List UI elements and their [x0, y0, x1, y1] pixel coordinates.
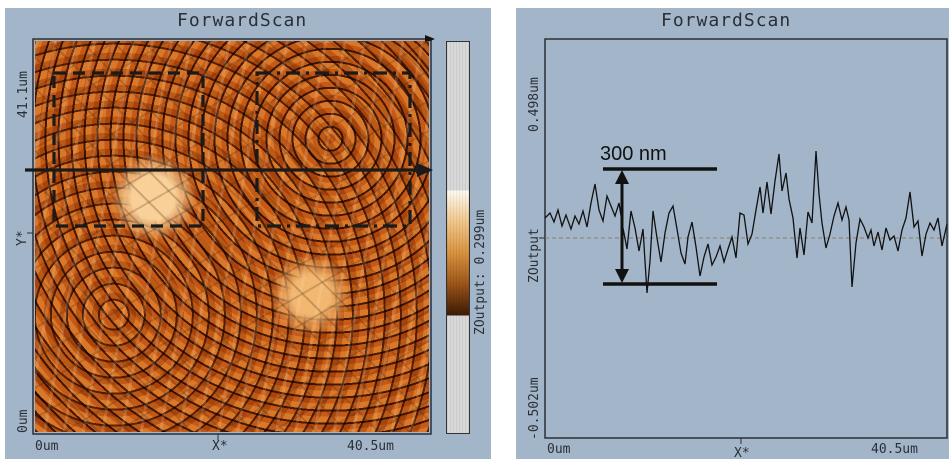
left-panel-title: ForwardScan — [177, 10, 308, 31]
left-y-bottom-label: 0um — [16, 409, 31, 433]
left-x-mid-label: X* — [212, 439, 228, 454]
right-x-right-label: 40.5um — [871, 442, 918, 457]
profile-plot-svg — [539, 38, 948, 444]
scale-annotation-label: 300 nm — [600, 143, 667, 165]
dashdot-region-box — [255, 71, 412, 228]
right-y-top-label: 0.498um — [527, 77, 542, 132]
right-x-mid-label: X* — [734, 446, 750, 461]
profile-panel: ForwardScan 300 nm 0.498um ZOutput -0.50… — [516, 8, 949, 461]
left-y-top-label: 41.1um — [16, 71, 31, 118]
left-x-right-label: 40.5um — [347, 439, 394, 454]
afm-topography-image — [35, 41, 429, 432]
left-x-left-label: 0um — [35, 439, 59, 454]
height-profile-line — [544, 150, 948, 294]
afm-image-panel: ForwardScan 41.1um Y* 0um 0um X* 40.5um … — [5, 8, 491, 459]
arrow-up-icon — [615, 170, 629, 184]
dashed-region-box — [52, 71, 205, 228]
arrow-down-icon — [615, 269, 629, 283]
right-y-bottom-label: -0.502um — [527, 377, 542, 440]
right-panel-title: ForwardScan — [661, 10, 792, 31]
right-y-mid-label: ZOutput — [527, 228, 542, 283]
left-axes-svg — [27, 35, 435, 440]
colorbar-label: ZOutput: 0.299um — [473, 209, 488, 335]
right-x-left-label: 0um — [547, 442, 571, 457]
afm-overlay-svg — [25, 71, 433, 228]
right-axes-frame — [544, 38, 948, 439]
left-y-mid-label: Y* — [15, 230, 30, 246]
profile-arrow-head-icon — [417, 163, 433, 177]
z-colorbar — [446, 41, 470, 434]
